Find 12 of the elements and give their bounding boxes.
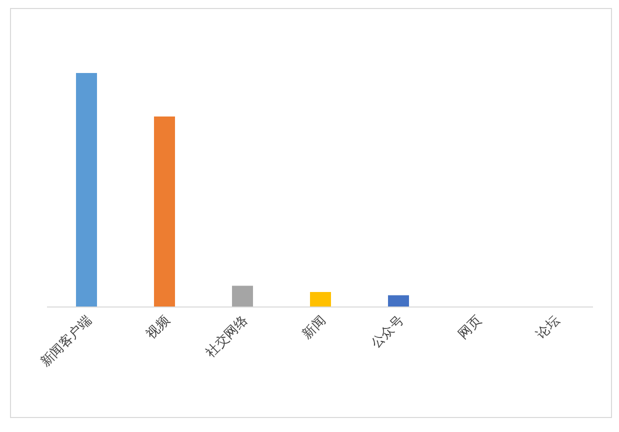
x-tick-label: 新闻 bbox=[300, 313, 329, 342]
bar bbox=[76, 73, 97, 307]
x-tick-label: 视频 bbox=[144, 313, 173, 342]
bar bbox=[388, 295, 409, 307]
bar bbox=[154, 116, 175, 307]
x-tick-label: 公众号 bbox=[368, 313, 407, 352]
bar bbox=[310, 292, 331, 307]
x-tick-label: 新闻客户端 bbox=[38, 312, 95, 370]
x-tick-label: 网页 bbox=[456, 313, 485, 342]
bar bbox=[232, 286, 253, 307]
x-tick-label: 社交网络 bbox=[202, 312, 251, 361]
x-tick-label: 论坛 bbox=[534, 313, 563, 342]
